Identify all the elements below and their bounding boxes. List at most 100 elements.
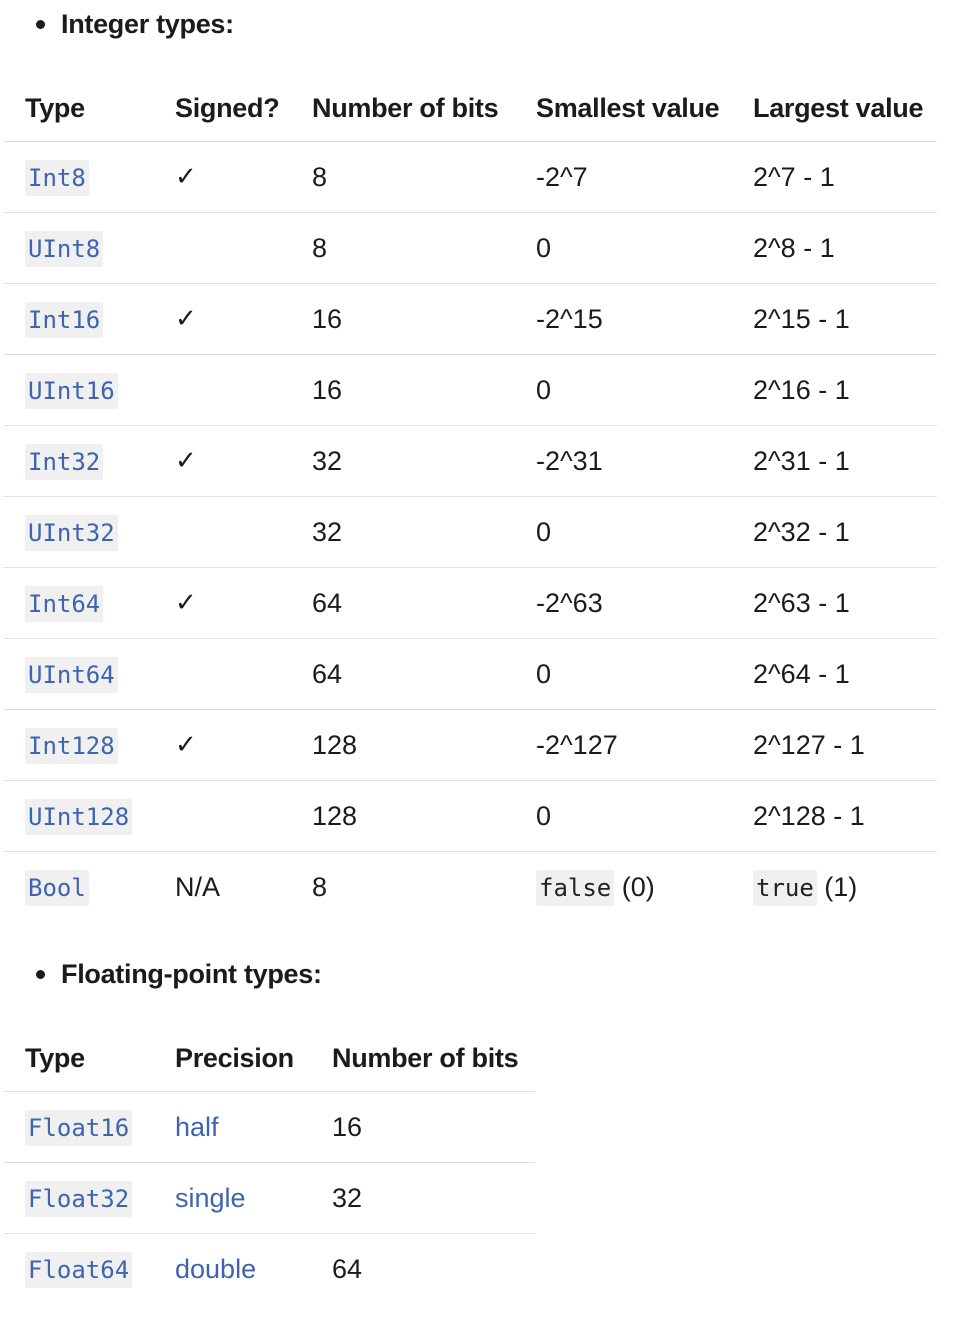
type-cell: Int8 xyxy=(4,141,154,213)
floating-point-types-heading: Floating-point types: xyxy=(36,956,322,992)
type-link[interactable]: Int64 xyxy=(25,585,104,622)
floating-point-types-heading-text: Floating-point types: xyxy=(61,958,322,989)
type-cell: Int64 xyxy=(4,567,154,639)
type-cell: Int128 xyxy=(4,709,154,781)
bits-cell: 32 xyxy=(311,1162,535,1234)
integer-types-heading-text: Integer types: xyxy=(61,8,234,39)
type-cell: UInt8 xyxy=(4,212,154,284)
smallest-cell: 0 xyxy=(515,496,732,568)
smallest-cell: -2^7 xyxy=(515,141,732,213)
largest-cell: 2^8 - 1 xyxy=(732,212,937,284)
type-cell: Bool xyxy=(4,852,154,923)
type-cell: Float32 xyxy=(4,1162,154,1234)
column-header-type: Type xyxy=(4,75,154,142)
type-link[interactable]: UInt16 xyxy=(25,372,118,409)
largest-cell: 2^64 - 1 xyxy=(732,638,937,710)
type-cell: UInt64 xyxy=(4,638,154,710)
largest-cell: 2^31 - 1 xyxy=(732,425,937,497)
table-row: Float32 single 32 xyxy=(4,1162,535,1234)
precision-link[interactable]: single xyxy=(175,1182,246,1213)
table-row: UInt8 8 0 2^8 - 1 xyxy=(4,212,937,284)
bullet-icon xyxy=(36,969,45,979)
signed-cell xyxy=(154,638,291,710)
bits-cell: 8 xyxy=(312,871,328,902)
type-cell: Int16 xyxy=(4,283,154,355)
type-cell: UInt128 xyxy=(4,780,154,852)
type-link[interactable]: Float16 xyxy=(25,1109,133,1146)
table-row: Float64 double 64 xyxy=(4,1234,535,1305)
type-link[interactable]: Int16 xyxy=(25,301,104,338)
column-header-precision: Precision xyxy=(154,1025,311,1092)
bits-cell: 16 xyxy=(291,354,515,426)
bits-cell: 8 xyxy=(291,212,515,284)
bits-cell: 16 xyxy=(311,1091,535,1163)
bits-cell: 32 xyxy=(291,496,515,568)
type-link[interactable]: Int128 xyxy=(25,727,118,764)
type-link[interactable]: Float32 xyxy=(25,1180,133,1217)
bits-cell: 8 xyxy=(291,141,515,213)
column-header-bits: Number of bits xyxy=(291,75,515,142)
largest-cell: true (1) xyxy=(732,852,937,923)
floating-point-types-table: Type Precision Number of bits Float16 ha… xyxy=(4,1025,535,1304)
smallest-cell: 0 xyxy=(515,212,732,284)
precision-link[interactable]: half xyxy=(175,1111,219,1142)
table-row: Int128 ✓ 128 -2^127 2^127 - 1 xyxy=(4,709,937,781)
table-header-row: Type Precision Number of bits xyxy=(4,1025,535,1092)
type-cell: Float16 xyxy=(4,1091,154,1163)
bits-cell: 128 xyxy=(291,780,515,852)
type-link[interactable]: UInt32 xyxy=(25,514,118,551)
precision-cell: single xyxy=(154,1162,311,1234)
true-code: true xyxy=(753,869,817,906)
column-header-largest: Largest value xyxy=(732,75,937,142)
signed-check-icon: ✓ xyxy=(154,425,291,497)
table-row: Int64 ✓ 64 -2^63 2^63 - 1 xyxy=(4,567,937,639)
smallest-cell: -2^63 xyxy=(515,567,732,639)
column-header-signed: Signed? xyxy=(154,75,291,142)
type-link[interactable]: UInt128 xyxy=(25,798,133,835)
largest-cell: 2^7 - 1 xyxy=(732,141,937,213)
type-link[interactable]: UInt8 xyxy=(25,230,104,267)
precision-cell: half xyxy=(154,1091,311,1163)
smallest-cell: -2^127 xyxy=(515,709,732,781)
bits-cell: 64 xyxy=(332,1253,363,1284)
signed-check-icon: ✓ xyxy=(154,283,291,355)
type-link[interactable]: Float64 xyxy=(25,1251,133,1288)
true-value-suffix: (1) xyxy=(816,871,858,902)
signed-cell xyxy=(154,354,291,426)
type-link[interactable]: UInt64 xyxy=(25,656,118,693)
false-value-suffix: (0) xyxy=(614,871,655,902)
signed-cell xyxy=(154,496,291,568)
largest-cell: 2^32 - 1 xyxy=(732,496,937,568)
table-row: Float16 half 16 xyxy=(4,1091,535,1163)
largest-cell: 2^128 - 1 xyxy=(732,780,937,852)
signed-cell xyxy=(154,780,291,852)
precision-link[interactable]: double xyxy=(175,1253,257,1284)
type-cell: UInt32 xyxy=(4,496,154,568)
largest-cell: 2^63 - 1 xyxy=(732,567,937,639)
signed-check-icon: ✓ xyxy=(154,709,291,781)
column-header-smallest: Smallest value xyxy=(515,75,732,142)
signed-cell xyxy=(154,212,291,284)
bits-cell: 16 xyxy=(291,283,515,355)
column-header-bits: Number of bits xyxy=(311,1025,535,1092)
smallest-cell: 0 xyxy=(515,638,732,710)
table-row-bool: Bool N/A 8 false (0) true (1) xyxy=(4,852,937,923)
table-row: UInt64 64 0 2^64 - 1 xyxy=(4,638,937,710)
type-cell: UInt16 xyxy=(4,354,154,426)
bits-cell: 64 xyxy=(291,638,515,710)
bullet-icon xyxy=(36,19,45,29)
smallest-cell: 0 xyxy=(515,780,732,852)
table-row: Int8 ✓ 8 -2^7 2^7 - 1 xyxy=(4,141,937,213)
false-code: false xyxy=(536,869,615,906)
smallest-cell: -2^15 xyxy=(515,283,732,355)
bits-cell: 128 xyxy=(291,709,515,781)
smallest-cell: false (0) xyxy=(515,852,732,923)
smallest-cell: -2^31 xyxy=(515,425,732,497)
largest-cell: 2^15 - 1 xyxy=(732,283,937,355)
type-link[interactable]: Int32 xyxy=(25,443,104,480)
type-cell: Int32 xyxy=(4,425,154,497)
type-link[interactable]: Int8 xyxy=(25,159,89,196)
integer-types-table: Type Signed? Number of bits Smallest val… xyxy=(4,75,937,922)
smallest-cell: 0 xyxy=(515,354,732,426)
type-link[interactable]: Bool xyxy=(25,869,89,906)
